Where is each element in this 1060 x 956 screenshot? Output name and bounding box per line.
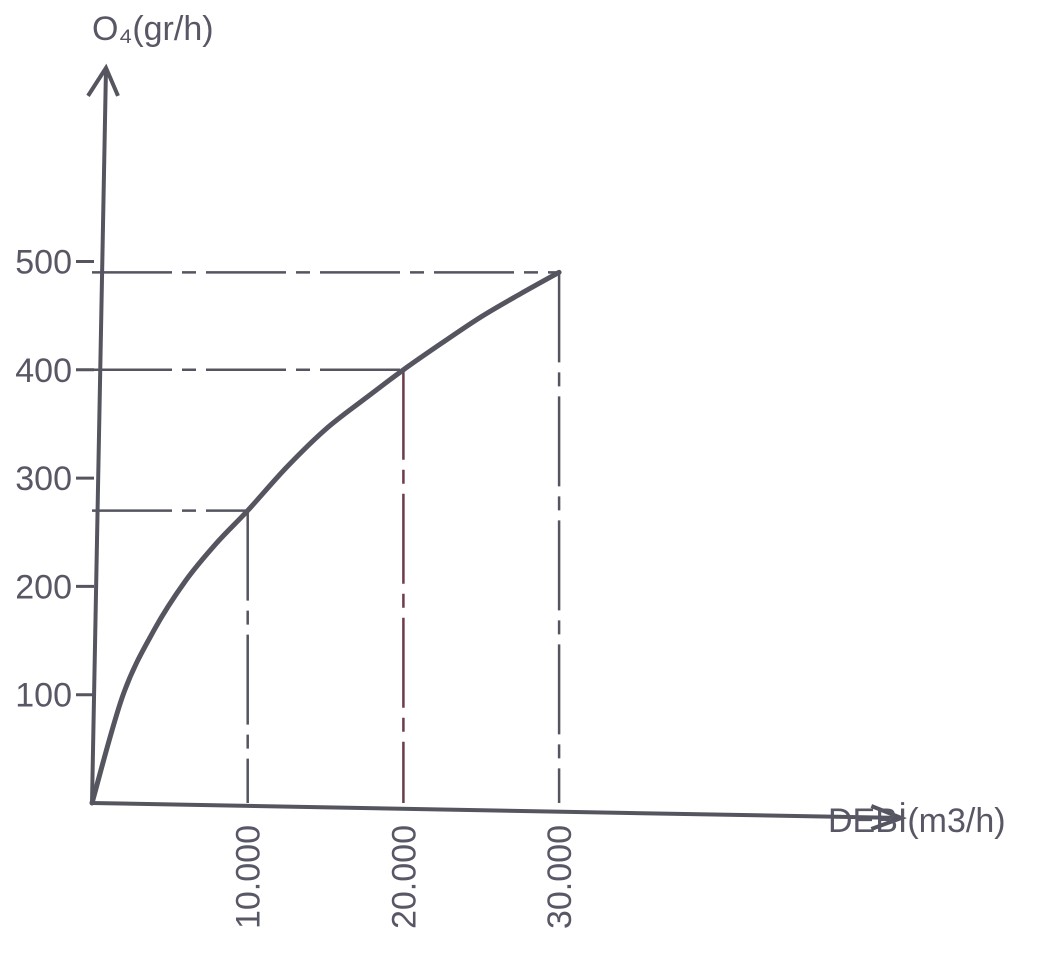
series-curve bbox=[89, 269, 562, 806]
x-tick-label-20000: 20.000 bbox=[385, 825, 423, 929]
x-axis-label: DEBİ(m3/h) bbox=[828, 802, 1006, 840]
tick-labels: 100 200 300 400 500 10.000 20.000 30.000 bbox=[15, 244, 579, 930]
reference-lines bbox=[92, 271, 561, 803]
y-tick-label-200: 200 bbox=[15, 568, 72, 606]
y-axis-arrowhead bbox=[86, 63, 120, 97]
y-tick-label-500: 500 bbox=[15, 244, 72, 282]
x-axis-line bbox=[91, 801, 902, 820]
x-tick-label-30000: 30.000 bbox=[541, 825, 579, 929]
y-tick-label-100: 100 bbox=[15, 677, 72, 715]
x-axis-arrowhead bbox=[870, 804, 907, 831]
data-series bbox=[89, 269, 562, 806]
y-tick-label-400: 400 bbox=[15, 352, 72, 390]
y-axis-label: O₄(gr/h) bbox=[92, 10, 214, 48]
y-axis-line bbox=[90, 67, 108, 804]
y-tick-label-300: 300 bbox=[15, 460, 72, 498]
axes bbox=[76, 63, 907, 831]
x-tick-label-10000: 10.000 bbox=[230, 825, 268, 929]
